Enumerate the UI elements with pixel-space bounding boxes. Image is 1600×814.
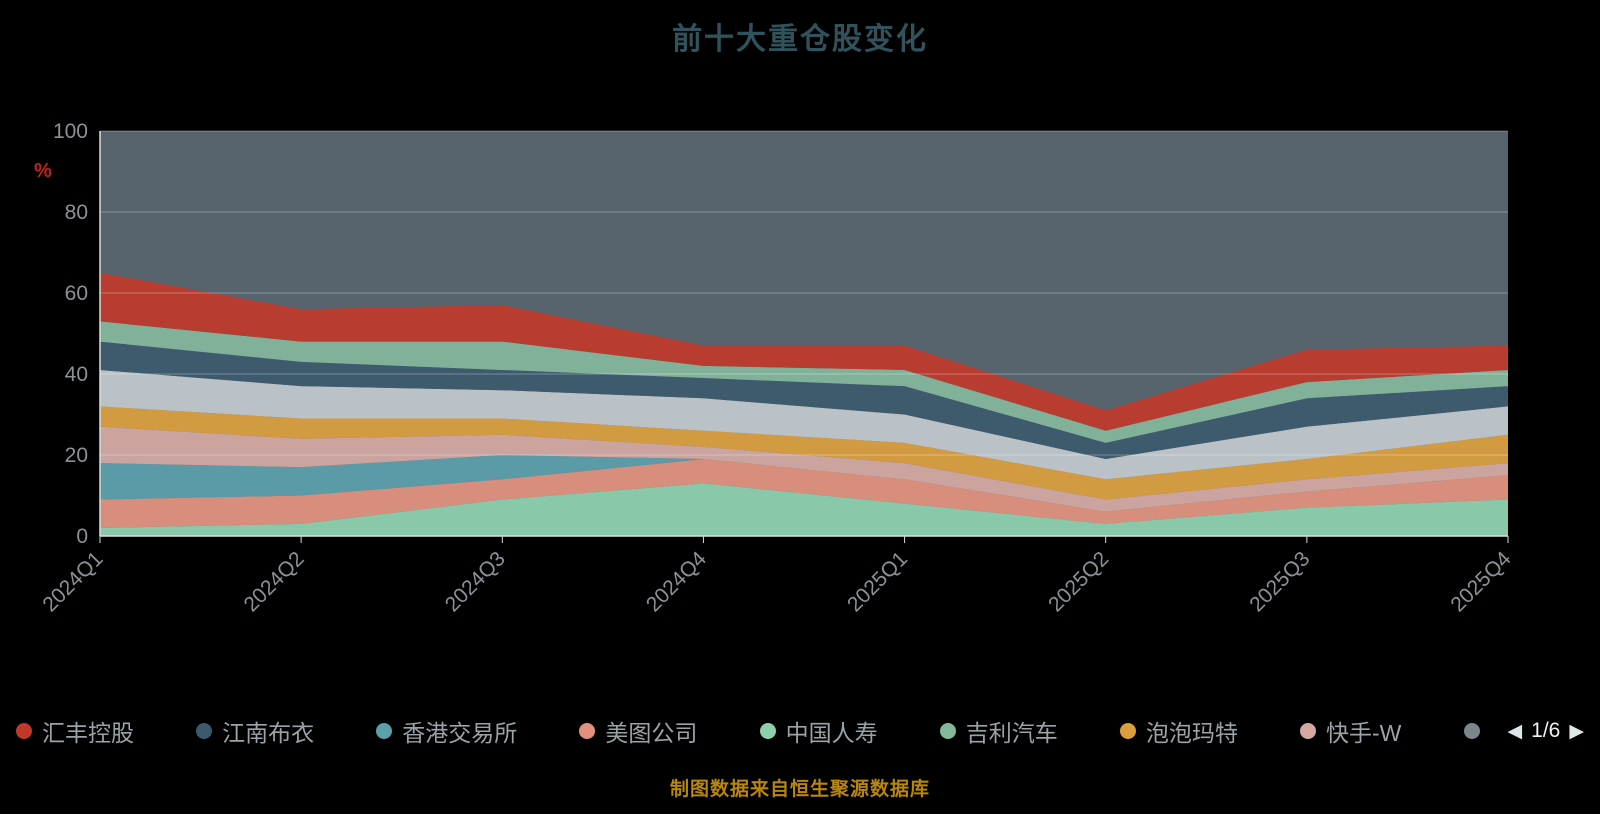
legend-item-美图公司[interactable]: 美图公司: [579, 714, 697, 748]
legend-color-dot: [939, 723, 956, 739]
y-tick-label-40: 40: [65, 363, 88, 386]
legend-color-dot: [579, 723, 596, 739]
legend-item-label: 吉利汽车: [965, 720, 1058, 746]
legend-item-吉利汽车[interactable]: 吉利汽车: [939, 714, 1058, 748]
series-area-汇丰控股: [100, 272, 1508, 431]
y-tick-label-100: 100: [53, 120, 88, 143]
legend-color-dot: [376, 723, 393, 739]
chart-area: 0 20 40 60 80 100 2024Q1 2024Q2 2024Q3 2024Q4 2025…: [0, 106, 1600, 651]
legend-item-泡泡玛特[interactable]: 泡泡玛特: [1119, 714, 1238, 748]
x-tick-label-2024Q2: 2024Q2: [240, 547, 309, 616]
x-tick-label-2025Q1: 2025Q1: [843, 547, 912, 616]
legend-color-dot: [16, 723, 32, 739]
legend-items: 汇丰控股 江南布衣 香港交易所 美图公司 中国人寿 吉利汽车 泡泡玛特 快手-W: [16, 714, 1480, 748]
legend-color-dot: [1299, 723, 1316, 739]
y-tick-label-20: 20: [65, 444, 88, 467]
y-tick-label-0: 0: [76, 525, 88, 548]
legend-color-dot: [1463, 723, 1480, 739]
series-area-快手-W: [100, 426, 1508, 512]
legend-item-中国人寿[interactable]: 中国人寿: [759, 714, 878, 748]
legend-color-dot: [1119, 723, 1136, 739]
legend-item-江南布衣[interactable]: 江南布衣: [196, 714, 314, 748]
legend-item-label: 江南布衣: [222, 720, 315, 746]
x-tick-label-2024Q1: 2024Q1: [38, 547, 107, 616]
y-tick-label-60: 60: [65, 282, 88, 305]
series-area-吉利汽车: [100, 321, 1508, 443]
legend-prev-arrow-icon[interactable]: ◀: [1507, 720, 1523, 742]
legend-item-label: 中国人寿: [785, 720, 878, 746]
legend-pagination: ◀ 1/6 ▶: [1508, 719, 1584, 743]
legend-item-label: 美图公司: [605, 720, 698, 746]
y-tick-label-80: 80: [65, 201, 88, 224]
x-tick-label-2025Q4: 2025Q4: [1446, 547, 1515, 616]
y-axis-unit-label: %: [34, 160, 52, 182]
x-tick-label-2024Q4: 2024Q4: [642, 547, 711, 616]
series-area-gray: [100, 369, 1508, 480]
stacked-area-chart: 0 20 40 60 80 100 2024Q1 2024Q2 2024Q3 2024Q4 2025…: [38, 120, 1515, 616]
legend-next-arrow-icon[interactable]: ▶: [1569, 720, 1584, 742]
legend-page-indicator: 1/6: [1531, 719, 1561, 742]
x-tick-label-2024Q3: 2024Q3: [441, 547, 510, 616]
page-title: 前十大重仓股变化: [672, 23, 928, 56]
legend-item-label: 香港交易所: [402, 720, 518, 746]
series-area-江南布衣: [100, 341, 1508, 460]
legend-item-快手-W[interactable]: 快手-W: [1299, 714, 1402, 748]
x-tick-label-2025Q2: 2025Q2: [1044, 547, 1113, 616]
legend: 汇丰控股 江南布衣 香港交易所 美图公司 中国人寿 吉利汽车 泡泡玛特 快手-W ◀ 1/6 …: [0, 714, 1600, 748]
series-area-美图公司: [100, 459, 1508, 528]
legend-item-label: 泡泡玛特: [1145, 720, 1238, 746]
legend-item-香港交易所[interactable]: 香港交易所: [376, 714, 517, 748]
legend-item-label: 快手-W: [1325, 720, 1402, 746]
x-tick-label-2025Q3: 2025Q3: [1245, 547, 1314, 616]
series-area-泡泡玛特: [100, 406, 1508, 500]
legend-item-gray[interactable]: [1463, 723, 1480, 739]
legend-color-dot: [196, 723, 213, 739]
legend-color-dot: [759, 723, 776, 739]
legend-item-汇丰控股[interactable]: 汇丰控股: [16, 714, 134, 748]
legend-item-label: 汇丰控股: [42, 720, 134, 746]
series-area-香港交易所: [100, 455, 1508, 512]
series-area-中国人寿: [100, 483, 1508, 536]
footer-note: 制图数据来自恒生聚源数据库: [669, 779, 930, 800]
